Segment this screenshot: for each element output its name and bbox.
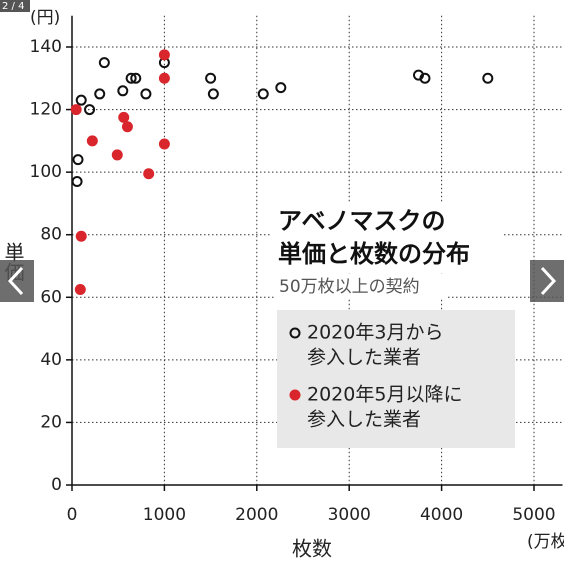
point	[205, 72, 217, 84]
point	[71, 176, 83, 188]
x-tick-label: 2000	[235, 505, 278, 525]
point	[482, 72, 494, 84]
legend-marker	[289, 389, 301, 401]
y-tick-label: 20	[40, 412, 62, 432]
next-button[interactable]	[530, 260, 564, 302]
point	[158, 49, 170, 61]
point	[84, 104, 96, 116]
point	[75, 94, 87, 106]
x-unit: (万枚)	[527, 532, 564, 552]
point	[257, 88, 269, 100]
point	[118, 111, 130, 123]
page-indicator-bg	[0, 0, 30, 12]
subtitle-bg	[274, 274, 446, 299]
prev-icon	[7, 266, 24, 296]
point	[158, 72, 170, 84]
point	[275, 82, 287, 94]
point	[140, 88, 152, 100]
x-tick-label: 1000	[143, 505, 186, 525]
y-tick-label: 60	[40, 287, 62, 307]
x-tick-label: 5000	[512, 505, 555, 525]
y-tick-label: 140	[30, 37, 62, 57]
point	[158, 138, 170, 150]
point	[125, 72, 137, 84]
legend-marker	[289, 327, 301, 339]
title-bg	[272, 203, 504, 273]
x-tick-label: 3000	[328, 505, 371, 525]
page-indicator: 2 / 4	[2, 1, 24, 12]
x-tick-label: 0	[67, 505, 78, 525]
x-axis-label: 枚数	[292, 537, 332, 561]
point	[121, 121, 133, 133]
chart-title: アベノマスクの	[278, 207, 446, 235]
point	[419, 72, 431, 84]
point	[70, 104, 82, 116]
legend-label: 2020年3月から	[307, 322, 443, 344]
y-unit: (円)	[30, 8, 60, 28]
prev-button[interactable]	[0, 260, 34, 302]
y-tick-label: 120	[30, 100, 62, 120]
next-icon	[540, 266, 557, 296]
point	[117, 85, 129, 97]
point	[75, 230, 87, 242]
point	[98, 57, 110, 69]
y-tick-label: 100	[30, 162, 62, 182]
y-tick-label: 0	[51, 475, 62, 495]
legend-label: 参入した業者	[307, 347, 421, 369]
point	[74, 283, 86, 295]
legend-label: 参入した業者	[307, 409, 421, 431]
chart-subtitle: 50万枚以上の契約	[279, 277, 420, 297]
y-tick-label: 80	[40, 225, 62, 245]
point	[111, 149, 123, 161]
chart-title: 単価と枚数の分布	[278, 240, 470, 268]
y-tick-label: 40	[40, 350, 62, 370]
point	[94, 88, 106, 100]
point	[130, 72, 142, 84]
point	[207, 88, 219, 100]
point	[72, 154, 84, 166]
point	[143, 168, 155, 180]
legend-box	[277, 310, 515, 448]
legend-label: 2020年5月以降に	[307, 384, 462, 406]
point	[86, 135, 98, 147]
x-tick-label: 4000	[420, 505, 463, 525]
